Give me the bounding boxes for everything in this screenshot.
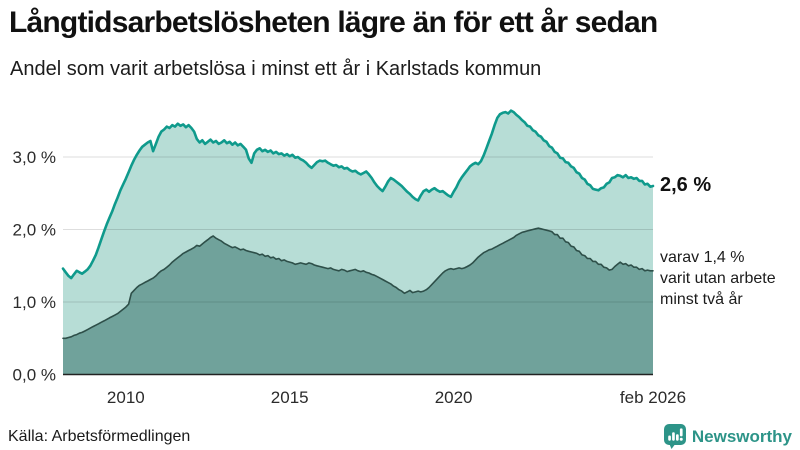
- y-tick-label: 3,0 %: [13, 148, 56, 167]
- y-tick-label: 2,0 %: [13, 221, 56, 240]
- series-end-label-two-years: varav 1,4 % varit utan arbete minst två …: [660, 249, 776, 308]
- series-end-label-total: 2,6 %: [660, 174, 712, 196]
- newsworthy-logo-text: Newsworthy: [691, 426, 792, 446]
- x-tick-label: feb 2026: [620, 388, 686, 407]
- page-title: Långtidsarbetslösheten lägre än för ett …: [9, 6, 658, 39]
- newsworthy-logo-icon: [663, 424, 686, 449]
- source-credit: Källa: Arbetsförmedlingen: [8, 428, 191, 445]
- y-tick-label: 0,0 %: [13, 366, 56, 385]
- y-tick-label: 1,0 %: [13, 293, 56, 312]
- series-line-1: [62, 227, 654, 340]
- x-tick-label: 2020: [435, 388, 473, 407]
- x-tick-label: 2015: [271, 388, 309, 407]
- series-line-0: [61, 109, 655, 280]
- newsworthy-logo[interactable]: Newsworthy: [663, 424, 792, 449]
- area-fill-1: [63, 228, 653, 375]
- page-subtitle: Andel som varit arbetslösa i minst ett å…: [10, 58, 542, 80]
- x-tick-label: 2010: [107, 388, 145, 407]
